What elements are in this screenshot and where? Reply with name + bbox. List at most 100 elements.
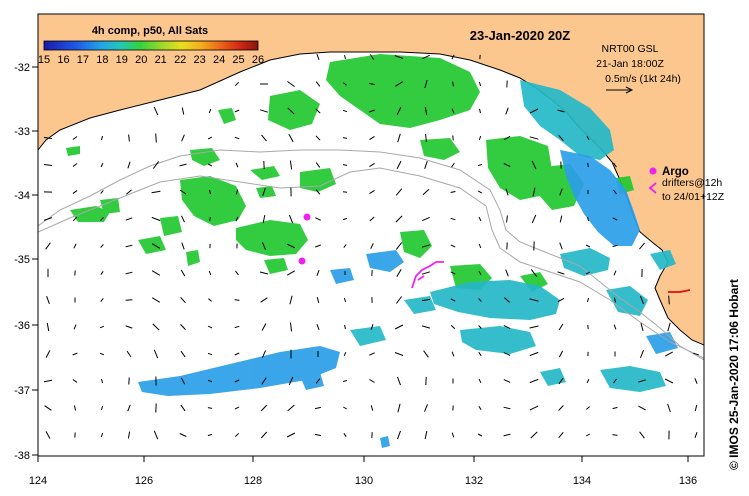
current-vector	[286, 243, 296, 249]
current-vector	[72, 136, 78, 140]
current-time: 21-Jan 18:00Z	[596, 58, 664, 70]
current-vector	[503, 324, 511, 330]
current-vector	[180, 324, 186, 330]
current-vector	[506, 215, 508, 223]
colorbar-title: 4h comp, p50, All Sats	[92, 25, 208, 37]
current-vector	[155, 133, 157, 143]
current-vector	[45, 242, 51, 250]
current-vector	[396, 269, 402, 277]
current-vector	[529, 108, 539, 114]
current-vector	[125, 244, 133, 248]
current-vector	[260, 109, 268, 113]
current-vector	[503, 406, 511, 410]
current-vector	[316, 296, 320, 304]
current-vector	[478, 351, 482, 357]
current-vector	[234, 81, 240, 87]
current-vector	[529, 298, 539, 302]
current-vector	[450, 217, 456, 221]
current-vector	[586, 378, 590, 384]
colorbar-label: 24	[213, 54, 225, 66]
current-vector	[207, 407, 213, 409]
current-vector	[694, 404, 698, 412]
colorbar-label: 19	[116, 54, 128, 66]
current-vector	[478, 135, 482, 141]
current-vector	[394, 55, 404, 59]
current-vector	[315, 108, 321, 114]
current-vector	[153, 430, 159, 440]
current-vector	[559, 242, 563, 250]
current-vector	[343, 351, 347, 357]
current-vector	[613, 378, 617, 384]
colorbar: 4h comp, p50, All Sats 15 16 17 18 19 20 21 22 2…	[38, 25, 264, 66]
current-vector	[397, 403, 401, 413]
current-vector	[235, 189, 239, 195]
current-vector	[421, 244, 431, 248]
current-vector	[99, 352, 105, 356]
current-vector	[370, 243, 374, 249]
current-vector	[234, 379, 240, 383]
current-vector	[694, 378, 698, 384]
current-vector	[259, 271, 269, 275]
current-vector	[287, 404, 295, 412]
current-vector	[343, 406, 347, 410]
current-vector	[99, 325, 105, 329]
colorbar-gradient	[43, 40, 259, 51]
current-vector	[396, 106, 402, 116]
current-vector	[342, 109, 348, 113]
current-vector	[529, 136, 539, 140]
current-vector	[125, 299, 133, 301]
current-vector	[180, 377, 186, 385]
current-vector	[207, 433, 213, 437]
current-vector	[100, 217, 104, 221]
current-vector	[316, 54, 320, 60]
current-vector	[424, 161, 428, 169]
current-vector	[181, 107, 185, 115]
lon-label: 132	[465, 475, 483, 487]
current-vector	[315, 244, 321, 248]
current-vector	[180, 296, 186, 304]
current-vector	[262, 188, 266, 196]
colorbar-label: 17	[77, 54, 89, 66]
current-vector	[234, 406, 240, 410]
current-vector	[260, 431, 268, 439]
current-vector	[262, 214, 266, 224]
plot-frame	[37, 13, 705, 457]
current-vector	[477, 163, 483, 167]
current-vector	[288, 133, 294, 143]
current-vector	[235, 162, 239, 168]
current-vector	[451, 108, 455, 114]
current-vector	[369, 189, 375, 195]
current-vector	[127, 431, 131, 439]
current-vector	[450, 271, 456, 275]
current-vector	[315, 217, 321, 221]
current-vector	[585, 433, 591, 437]
current-vector	[126, 350, 132, 358]
current-vector	[397, 430, 401, 440]
current-vector	[343, 433, 347, 437]
current-vector	[638, 405, 646, 411]
current-vector	[261, 134, 267, 142]
current-vector	[180, 269, 186, 277]
current-vector	[613, 297, 617, 303]
current-vector	[181, 134, 185, 142]
longitude-axis: 124 126 128 130 132 134 136	[29, 456, 697, 487]
current-vector	[234, 352, 240, 356]
current-vector	[287, 80, 295, 88]
current-vector	[315, 189, 321, 195]
colorbar-label: 23	[193, 54, 205, 66]
current-vector	[43, 164, 53, 166]
current-vector	[613, 324, 617, 330]
current-vector	[72, 190, 78, 194]
current-vector	[422, 188, 430, 196]
current-vector	[127, 404, 131, 412]
current-vector	[151, 297, 161, 303]
current-vector	[46, 296, 50, 304]
current-vector	[151, 190, 161, 194]
current-vector	[559, 188, 563, 196]
current-vector	[180, 404, 186, 412]
current-vector	[451, 351, 455, 357]
current-vector	[451, 54, 455, 60]
current-vector	[369, 379, 375, 383]
scale-arrowhead-icon	[625, 86, 634, 94]
current-vector	[421, 271, 431, 275]
